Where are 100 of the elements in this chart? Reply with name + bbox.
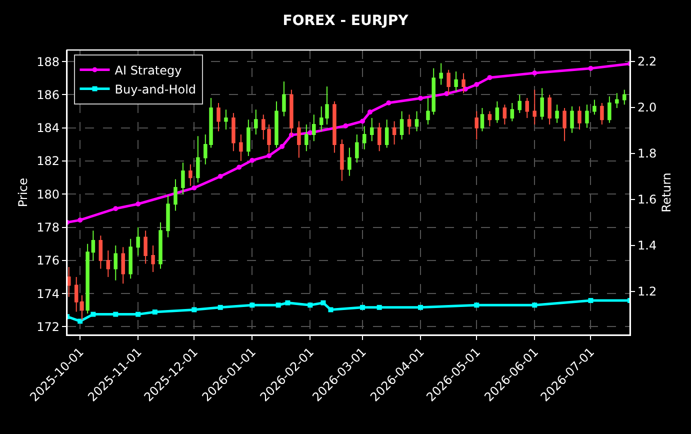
- candlestick: [540, 88, 544, 120]
- candlestick: [392, 120, 396, 145]
- candlestick: [502, 104, 507, 126]
- point: [266, 153, 272, 158]
- candlestick: [91, 230, 96, 261]
- y-tick-label: 176: [36, 254, 60, 268]
- point: [280, 144, 285, 150]
- point: [218, 304, 223, 310]
- candlestick: [216, 102, 220, 132]
- candlestick: [555, 104, 559, 124]
- candlestick: [144, 230, 148, 264]
- candlestick: [304, 124, 308, 152]
- point: [588, 66, 594, 71]
- y-tick-label: 188: [36, 54, 60, 69]
- point: [418, 304, 424, 310]
- point: [360, 304, 366, 310]
- candlestick: [562, 107, 566, 142]
- candlestick: [615, 92, 619, 108]
- point: [285, 300, 290, 306]
- candlestick: [362, 126, 366, 150]
- candlestick: [114, 245, 118, 281]
- candlestick: [414, 110, 419, 132]
- y2-tick-label: 2.0: [638, 100, 657, 115]
- candlestick: [510, 102, 514, 122]
- point: [250, 302, 255, 308]
- point: [113, 206, 118, 212]
- candlestick: [495, 100, 500, 124]
- candlestick: [239, 134, 243, 162]
- candlestick: [312, 114, 316, 142]
- candlestick: [98, 235, 103, 270]
- candlestick: [370, 117, 374, 142]
- y-tick-label: 172: [36, 320, 60, 334]
- candlestick: [608, 96, 612, 124]
- candlestick: [246, 119, 250, 157]
- candlestick: [585, 104, 589, 128]
- point: [474, 302, 480, 308]
- candlestick: [67, 266, 71, 298]
- point: [136, 201, 141, 206]
- candlestick: [151, 245, 155, 273]
- point: [90, 312, 96, 317]
- point: [320, 300, 326, 306]
- legend-label: AI Strategy: [114, 63, 182, 78]
- chart-title: FOREX - EURJPY: [282, 12, 410, 29]
- candlestick: [282, 80, 286, 117]
- candlestick: [400, 110, 404, 140]
- y-axis-title: Price: [16, 178, 30, 208]
- y2-tick-label: 1.6: [638, 192, 657, 207]
- candlestick: [136, 226, 140, 256]
- candlestick: [454, 71, 458, 92]
- candlestick: [480, 107, 484, 132]
- candlestick: [446, 69, 450, 96]
- candlestick: [488, 110, 492, 127]
- point: [376, 304, 382, 310]
- point: [532, 302, 538, 308]
- y-tick-label: 174: [36, 286, 60, 301]
- candlestick: [80, 294, 84, 321]
- point: [152, 310, 158, 315]
- candlestick: [439, 62, 443, 86]
- candlestick: [188, 164, 192, 186]
- point: [360, 118, 366, 124]
- candlestick: [74, 276, 78, 312]
- candlestick: [224, 109, 228, 130]
- y-tick-label: 178: [36, 220, 60, 234]
- point: [236, 164, 242, 170]
- point: [532, 70, 538, 76]
- candlestick: [384, 119, 389, 148]
- y2-tick-label: 1.2: [638, 284, 657, 299]
- point: [113, 312, 118, 317]
- point: [343, 123, 348, 128]
- point: [192, 307, 197, 312]
- point: [192, 185, 197, 190]
- candlestick: [462, 72, 466, 94]
- legend-label: Buy-and-Hold: [114, 82, 196, 96]
- candlestick: [592, 99, 596, 116]
- y2-tick-label: 1.8: [638, 146, 657, 161]
- point: [386, 100, 392, 106]
- y-tick-label: 184: [36, 121, 60, 136]
- point: [78, 218, 83, 223]
- candlestick: [340, 138, 344, 182]
- point: [588, 298, 594, 304]
- point: [487, 75, 492, 80]
- candlestick: [474, 110, 478, 140]
- line-series: [67, 61, 630, 225]
- point: [328, 307, 334, 312]
- line-series: [67, 298, 630, 324]
- candlestick: [86, 243, 90, 314]
- point: [368, 110, 373, 115]
- candlestick: [570, 106, 574, 134]
- candlestick: [532, 89, 536, 126]
- y2-tick-label: 1.4: [638, 238, 657, 253]
- y-tick-label: 186: [36, 88, 60, 102]
- point: [308, 302, 313, 308]
- point: [474, 82, 480, 87]
- y2-axis-title: Return: [659, 172, 674, 212]
- candlestick: [254, 109, 258, 136]
- candlestick: [622, 89, 626, 106]
- candlestick: [158, 222, 162, 270]
- candlestick: [407, 114, 412, 136]
- y-tick-label: 182: [36, 154, 60, 168]
- candlestick: [196, 136, 200, 184]
